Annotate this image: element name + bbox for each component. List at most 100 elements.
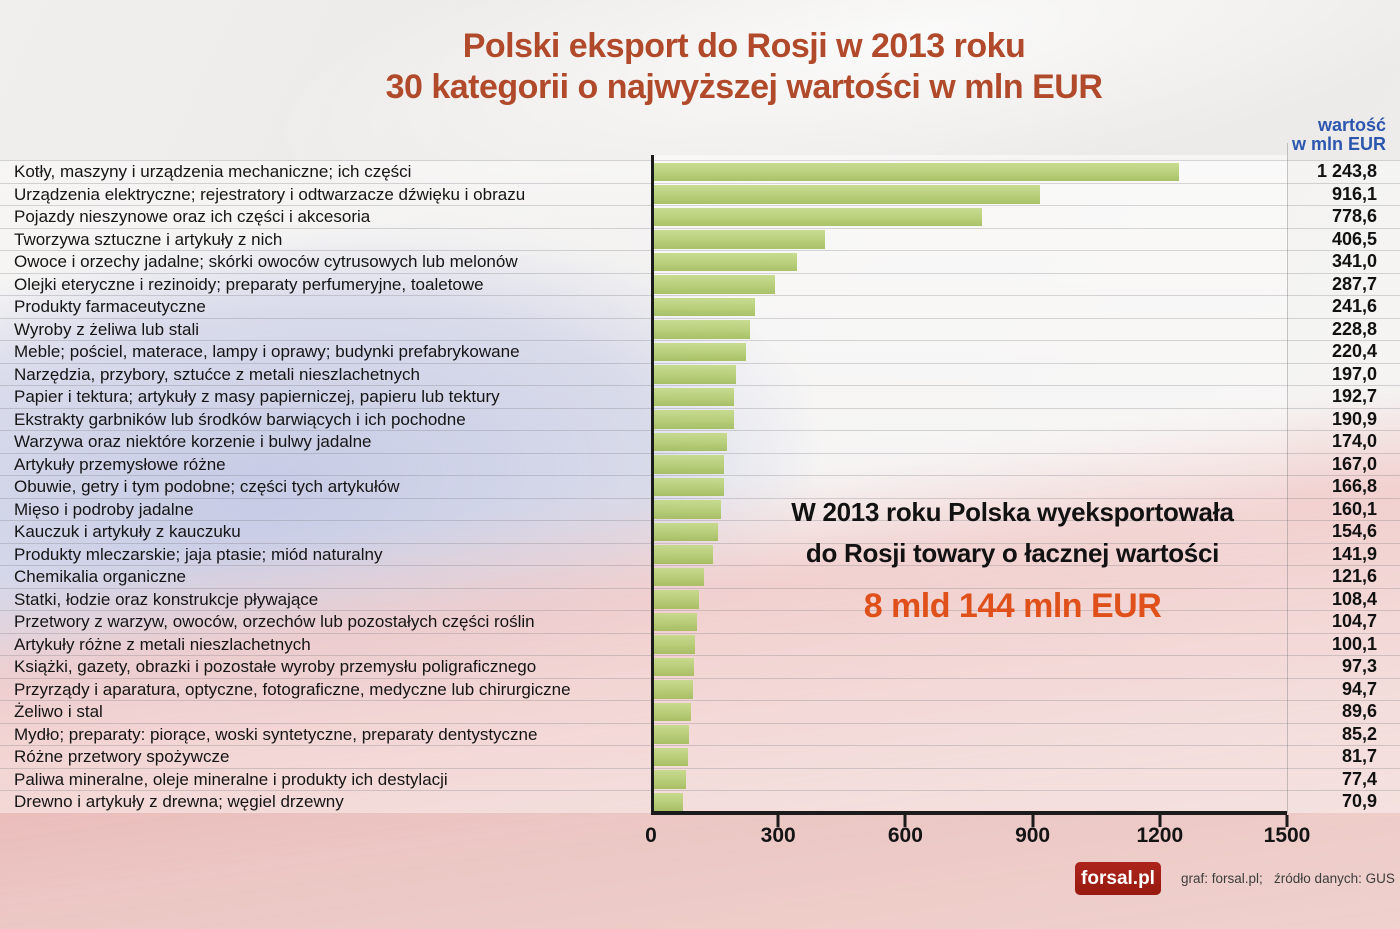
value-label: 70,9: [1341, 791, 1377, 811]
x-tick-label: 1200: [1136, 824, 1184, 847]
category-row: Produkty farmaceutyczne 241,6: [0, 295, 1400, 318]
category-label: Kotły, maszyny i urządzenia mechaniczne;…: [14, 162, 412, 181]
bar-track: [653, 206, 1287, 228]
value-label: 190,9: [1331, 408, 1377, 429]
category-label: Pojazdy nieszynowe oraz ich części i akc…: [14, 207, 371, 226]
value-label: 916,1: [1331, 183, 1377, 204]
value-label: 100,1: [1331, 633, 1377, 654]
bar-track: [653, 454, 1287, 476]
value-label: 1 243,8: [1316, 161, 1377, 181]
value-label: 406,5: [1331, 228, 1377, 249]
category-label: Książki, gazety, obrazki i pozostałe wyr…: [14, 657, 537, 676]
value-label: 85,2: [1341, 723, 1377, 744]
value-bar: [653, 770, 686, 789]
category-label: Tworzywa sztuczne i artykuły z nich: [14, 229, 283, 249]
value-bar: [653, 747, 688, 766]
category-row: Papier i tektura; artykuły z masy papier…: [0, 385, 1400, 408]
category-row: Owoce i orzechy jadalne; skórki owoców c…: [0, 250, 1400, 273]
x-tick-label: 300: [760, 824, 796, 847]
x-tick-label: 600: [887, 824, 923, 847]
x-axis-ticks: 0 300 600 900 1200 1500: [645, 815, 1310, 855]
value-bar: [653, 275, 775, 294]
bar-track: [653, 634, 1287, 656]
category-label: Narzędzia, przybory, sztućce z metali ni…: [14, 364, 420, 384]
x-tick-label: 900: [1015, 824, 1051, 847]
page-title-line1: Polski eksport do Rosji w 2013 roku: [462, 27, 1026, 65]
bar-track: [653, 769, 1287, 791]
annotation-total: 8 mld 144 mln EUR: [863, 587, 1162, 625]
value-bar: [653, 297, 756, 316]
value-column-header: wartość w mln EUR: [1292, 116, 1386, 154]
category-row: Paliwa mineralne, oleje mineralne i prod…: [0, 767, 1400, 791]
value-bar: [653, 432, 727, 451]
category-label: Statki, łodzie oraz konstrukcje pływając…: [14, 589, 319, 609]
value-bar: [653, 387, 735, 406]
value-bar: [653, 567, 705, 586]
category-label: Mięso i podroby jadalne: [14, 499, 194, 519]
category-label: Papier i tektura; artykuły z masy papier…: [14, 387, 500, 406]
x-tick-label: 0: [645, 824, 657, 847]
category-row: Artykuły różne z metali nieszlachetnych 1…: [0, 632, 1400, 656]
bar-track: [653, 161, 1287, 183]
bar-track: [653, 431, 1287, 453]
category-label: Żeliwo i stal: [14, 702, 103, 721]
category-row: Różne przetwory spożywcze 81,7: [0, 745, 1400, 768]
page-title: Polski eksport do Rosji w 2013 roku 30 k…: [88, 26, 1400, 108]
value-label: 220,4: [1331, 341, 1377, 361]
bar-track: [653, 274, 1287, 296]
value-label: 197,0: [1331, 363, 1377, 384]
bar-track: [653, 364, 1287, 386]
value-label: 77,4: [1341, 768, 1377, 789]
category-label: Olejki eteryczne i rezinoidy; preparaty …: [14, 274, 484, 294]
forsal-logo: forsal.pl: [1075, 862, 1161, 895]
value-bar: [653, 792, 683, 811]
bar-track: [653, 386, 1287, 408]
value-label: 81,7: [1341, 746, 1377, 766]
value-label: 341,0: [1331, 251, 1377, 271]
category-label: Urządzenia elektryczne; rejestratory i o…: [14, 184, 526, 204]
value-bar: [653, 680, 694, 699]
category-label: Drewno i artykuły z drewna; węgiel drzew…: [14, 792, 344, 811]
value-label: 97,3: [1341, 656, 1377, 676]
value-bar: [653, 342, 747, 361]
category-row: Pojazdy nieszynowe oraz ich części i akc…: [0, 205, 1400, 228]
value-label: 241,6: [1331, 296, 1377, 316]
category-row: Żeliwo i stal 89,6: [0, 700, 1400, 723]
category-row: Warzywa oraz niektóre korzenie i bulwy j…: [0, 430, 1400, 453]
value-bar: [653, 185, 1041, 204]
category-label: Przyrządy i aparatura, optyczne, fotogra…: [14, 679, 571, 699]
rows: Kotły, maszyny i urządzenia mechaniczne;…: [0, 160, 1400, 813]
category-label: Warzywa oraz niektóre korzenie i bulwy j…: [14, 432, 372, 451]
value-bar: [653, 635, 696, 654]
category-row: Urządzenia elektryczne; rejestratory i o…: [0, 182, 1400, 205]
category-label: Przetwory z warzyw, owoców, orzechów lub…: [14, 612, 535, 631]
category-label: Obuwie, getry i tym podobne; części tych…: [14, 477, 400, 496]
value-bar: [653, 162, 1179, 181]
category-label: Kauczuk i artykuły z kauczuku: [14, 522, 241, 541]
value-bar: [653, 657, 695, 676]
value-bar: [653, 702, 691, 721]
bar-track: [653, 746, 1287, 768]
annotation-line2: do Rosji towary o łacznej wartości: [805, 538, 1220, 568]
category-row: Mydło; preparaty: piorące, woski syntety…: [0, 722, 1400, 745]
category-label: Paliwa mineralne, oleje mineralne i prod…: [14, 769, 448, 789]
category-row: Przyrządy i aparatura, optyczne, fotogra…: [0, 677, 1400, 700]
category-label: Chemikalia organiczne: [14, 567, 186, 586]
value-bar: [653, 320, 750, 339]
category-row: Meble; pościel, materace, lampy i oprawy…: [0, 340, 1400, 363]
value-bar: [653, 410, 734, 429]
bar-track: [653, 701, 1287, 723]
y-axis-line: [651, 155, 654, 815]
value-bar: [653, 590, 699, 609]
category-row: Wyroby z żeliwa lub stali 228,8: [0, 317, 1400, 340]
category-label: Ekstrakty garbników lub środków barwiący…: [14, 409, 466, 429]
value-bar: [653, 455, 724, 474]
value-bar: [653, 252, 798, 271]
value-label: 192,7: [1331, 386, 1377, 406]
category-label: Różne przetwory spożywcze: [14, 747, 230, 766]
value-column-header-line2: w mln EUR: [1291, 134, 1386, 154]
category-row: Narzędzia, przybory, sztućce z metali ni…: [0, 362, 1400, 386]
category-row: Drewno i artykuły z drewna; węgiel drzew…: [0, 790, 1400, 813]
category-row: Kotły, maszyny i urządzenia mechaniczne;…: [0, 160, 1400, 183]
